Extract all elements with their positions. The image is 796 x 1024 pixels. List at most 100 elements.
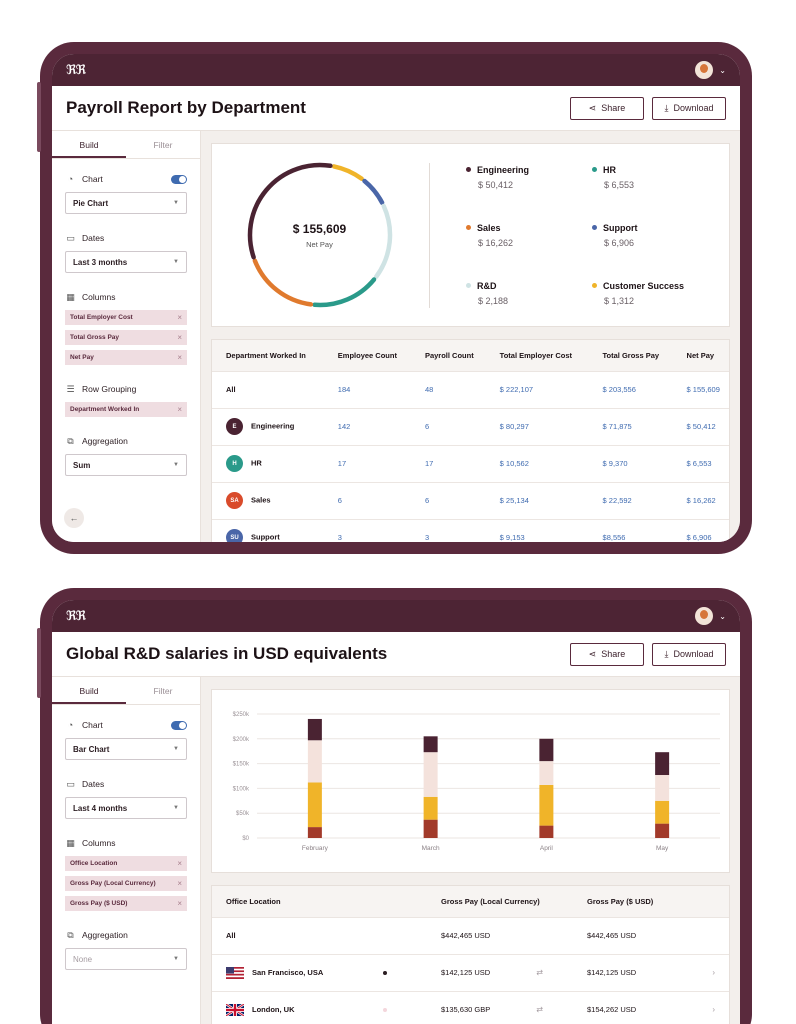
column-chip[interactable]: Gross Pay ($ USD) × (65, 896, 187, 911)
close-icon[interactable]: × (177, 879, 182, 888)
download-button[interactable]: ⤓ Download (652, 96, 726, 120)
chevron-right-icon[interactable]: › (712, 968, 715, 977)
bar-segment[interactable] (655, 752, 670, 776)
bar-segment[interactable] (307, 827, 322, 838)
table-cell[interactable]: $ 16,262 (672, 482, 729, 520)
column-header[interactable]: Employee Count (323, 340, 411, 372)
share-button[interactable]: ⋖ Share (570, 642, 644, 666)
dates-select[interactable]: Last 3 months ▼ (65, 251, 187, 273)
share-button[interactable]: ⋖ Share (570, 96, 644, 120)
chart-type-select[interactable]: Bar Chart ▼ (65, 738, 187, 760)
table-cell[interactable]: $ 25,134 (485, 482, 589, 520)
column-header[interactable]: Net Pay (672, 340, 729, 372)
tab-build[interactable]: Build (52, 677, 126, 704)
bar-segment[interactable] (423, 736, 438, 753)
chart-type-select[interactable]: Pie Chart ▼ (65, 192, 187, 214)
close-icon[interactable]: × (177, 353, 182, 362)
table-row[interactable]: San Francisco, USA $142,125 USD ⇄ $142,125 … (212, 954, 729, 992)
bar-segment[interactable] (655, 800, 670, 824)
table-cell[interactable]: $ 9,370 (588, 445, 673, 483)
table-cell[interactable]: 184 (323, 371, 411, 409)
table-cell[interactable]: $ 6,906 (672, 519, 729, 542)
table-cell[interactable]: $ 22,592 (588, 482, 673, 520)
avatar[interactable] (695, 61, 714, 79)
table-cell[interactable]: $ 155,609 (672, 371, 729, 409)
user-menu[interactable]: ⌄ (695, 607, 726, 625)
table-cell[interactable]: 3 (410, 519, 486, 542)
table-cell[interactable]: 142 (323, 408, 411, 446)
close-icon[interactable]: × (177, 859, 182, 868)
table-cell[interactable]: 6 (410, 408, 486, 446)
table-row[interactable]: E Engineering 142 6 $ 80,297 $ 71,875 $ 50,412 (212, 408, 729, 446)
table-cell[interactable]: 48 (410, 371, 486, 409)
chevron-down-icon[interactable]: ⌄ (719, 611, 726, 621)
column-header[interactable]: Office Location (212, 886, 427, 918)
row-grouping-chip[interactable]: Department Worked In × (65, 402, 187, 417)
column-chip[interactable]: Net Pay × (65, 350, 187, 365)
column-header[interactable]: Total Gross Pay (588, 340, 673, 372)
chart-toggle[interactable] (171, 720, 187, 730)
tab-filter[interactable]: Filter (153, 686, 173, 696)
table-row[interactable]: SU Support 3 3 $ 9,153 $8,556 $ 6,906 (212, 519, 729, 542)
bar-segment[interactable] (539, 784, 554, 826)
table-cell[interactable]: $ 9,153 (485, 519, 589, 542)
bar-segment[interactable] (655, 775, 670, 801)
bar-segment[interactable] (539, 761, 554, 785)
tab-filter[interactable]: Filter (153, 140, 173, 150)
column-chip[interactable]: Total Gross Pay × (65, 330, 187, 345)
table-row[interactable]: SA Sales 6 6 $ 25,134 $ 22,592 $ 16,262 (212, 482, 729, 520)
tab-build[interactable]: Build (52, 131, 126, 158)
user-menu[interactable]: ⌄ (695, 61, 726, 79)
aggregation-select[interactable]: Sum ▼ (65, 454, 187, 476)
column-chip[interactable]: Gross Pay (Local Currency) × (65, 876, 187, 891)
table-cell[interactable]: $ 203,556 (588, 371, 673, 409)
aggregation-select[interactable]: None ▼ (65, 948, 187, 970)
app-logo[interactable]: ℜℜ (66, 62, 86, 77)
table-cell[interactable]: $ 10,562 (485, 445, 589, 483)
column-header[interactable]: Gross Pay (Local Currency) (427, 886, 573, 918)
table-cell[interactable]: $ 71,875 (588, 408, 673, 446)
close-icon[interactable]: × (177, 899, 182, 908)
column-header[interactable]: Gross Pay ($ USD) (573, 886, 729, 918)
table-cell[interactable]: 3 (323, 519, 411, 542)
table-cell[interactable]: $ 80,297 (485, 408, 589, 446)
table-row[interactable]: London, UK $135,630 GBP ⇄ $154,262 USD › (212, 991, 729, 1024)
bar-segment[interactable] (423, 796, 438, 820)
table-cell[interactable]: 17 (410, 445, 486, 483)
close-icon[interactable]: × (177, 333, 182, 342)
table-cell[interactable]: $ 6,553 (672, 445, 729, 483)
column-header[interactable]: Department Worked In (212, 340, 324, 372)
table-cell[interactable]: $ 222,107 (485, 371, 589, 409)
app-logo[interactable]: ℜℜ (66, 608, 86, 623)
chevron-down-icon[interactable]: ⌄ (719, 65, 726, 75)
table-cell[interactable]: 6 (323, 482, 411, 520)
pie-slice-support[interactable] (361, 178, 384, 205)
pie-slice-sales[interactable] (252, 258, 313, 307)
download-button[interactable]: ⤓ Download (652, 642, 726, 666)
column-chip[interactable]: Total Employer Cost × (65, 310, 187, 325)
pie-slice-r-d[interactable] (373, 203, 392, 279)
back-arrow-icon[interactable]: ← (64, 508, 84, 528)
chevron-right-icon[interactable]: › (712, 1005, 715, 1014)
bar-segment[interactable] (307, 718, 322, 741)
table-cell[interactable]: $8,556 (588, 519, 673, 542)
table-cell[interactable]: 17 (323, 445, 411, 483)
bar-segment[interactable] (539, 825, 554, 838)
close-icon[interactable]: × (177, 405, 182, 414)
bar-segment[interactable] (307, 782, 322, 828)
dates-select[interactable]: Last 4 months ▼ (65, 797, 187, 819)
column-header[interactable]: Total Employer Cost (485, 340, 589, 372)
column-chip[interactable]: Office Location × (65, 856, 187, 871)
pie-slice-customer-success[interactable] (331, 164, 364, 181)
table-row[interactable]: All $442,465 USD $442,465 USD (212, 917, 729, 955)
bar-segment[interactable] (539, 738, 554, 762)
column-header[interactable]: Payroll Count (410, 340, 486, 372)
avatar[interactable] (695, 607, 714, 625)
bar-segment[interactable] (655, 823, 670, 838)
bar-segment[interactable] (423, 819, 438, 838)
pie-slice-engineering[interactable] (247, 162, 333, 260)
close-icon[interactable]: × (177, 313, 182, 322)
table-row[interactable]: H HR 17 17 $ 10,562 $ 9,370 $ 6,553 (212, 445, 729, 483)
table-cell[interactable]: 6 (410, 482, 486, 520)
pie-slice-hr[interactable] (311, 277, 376, 308)
